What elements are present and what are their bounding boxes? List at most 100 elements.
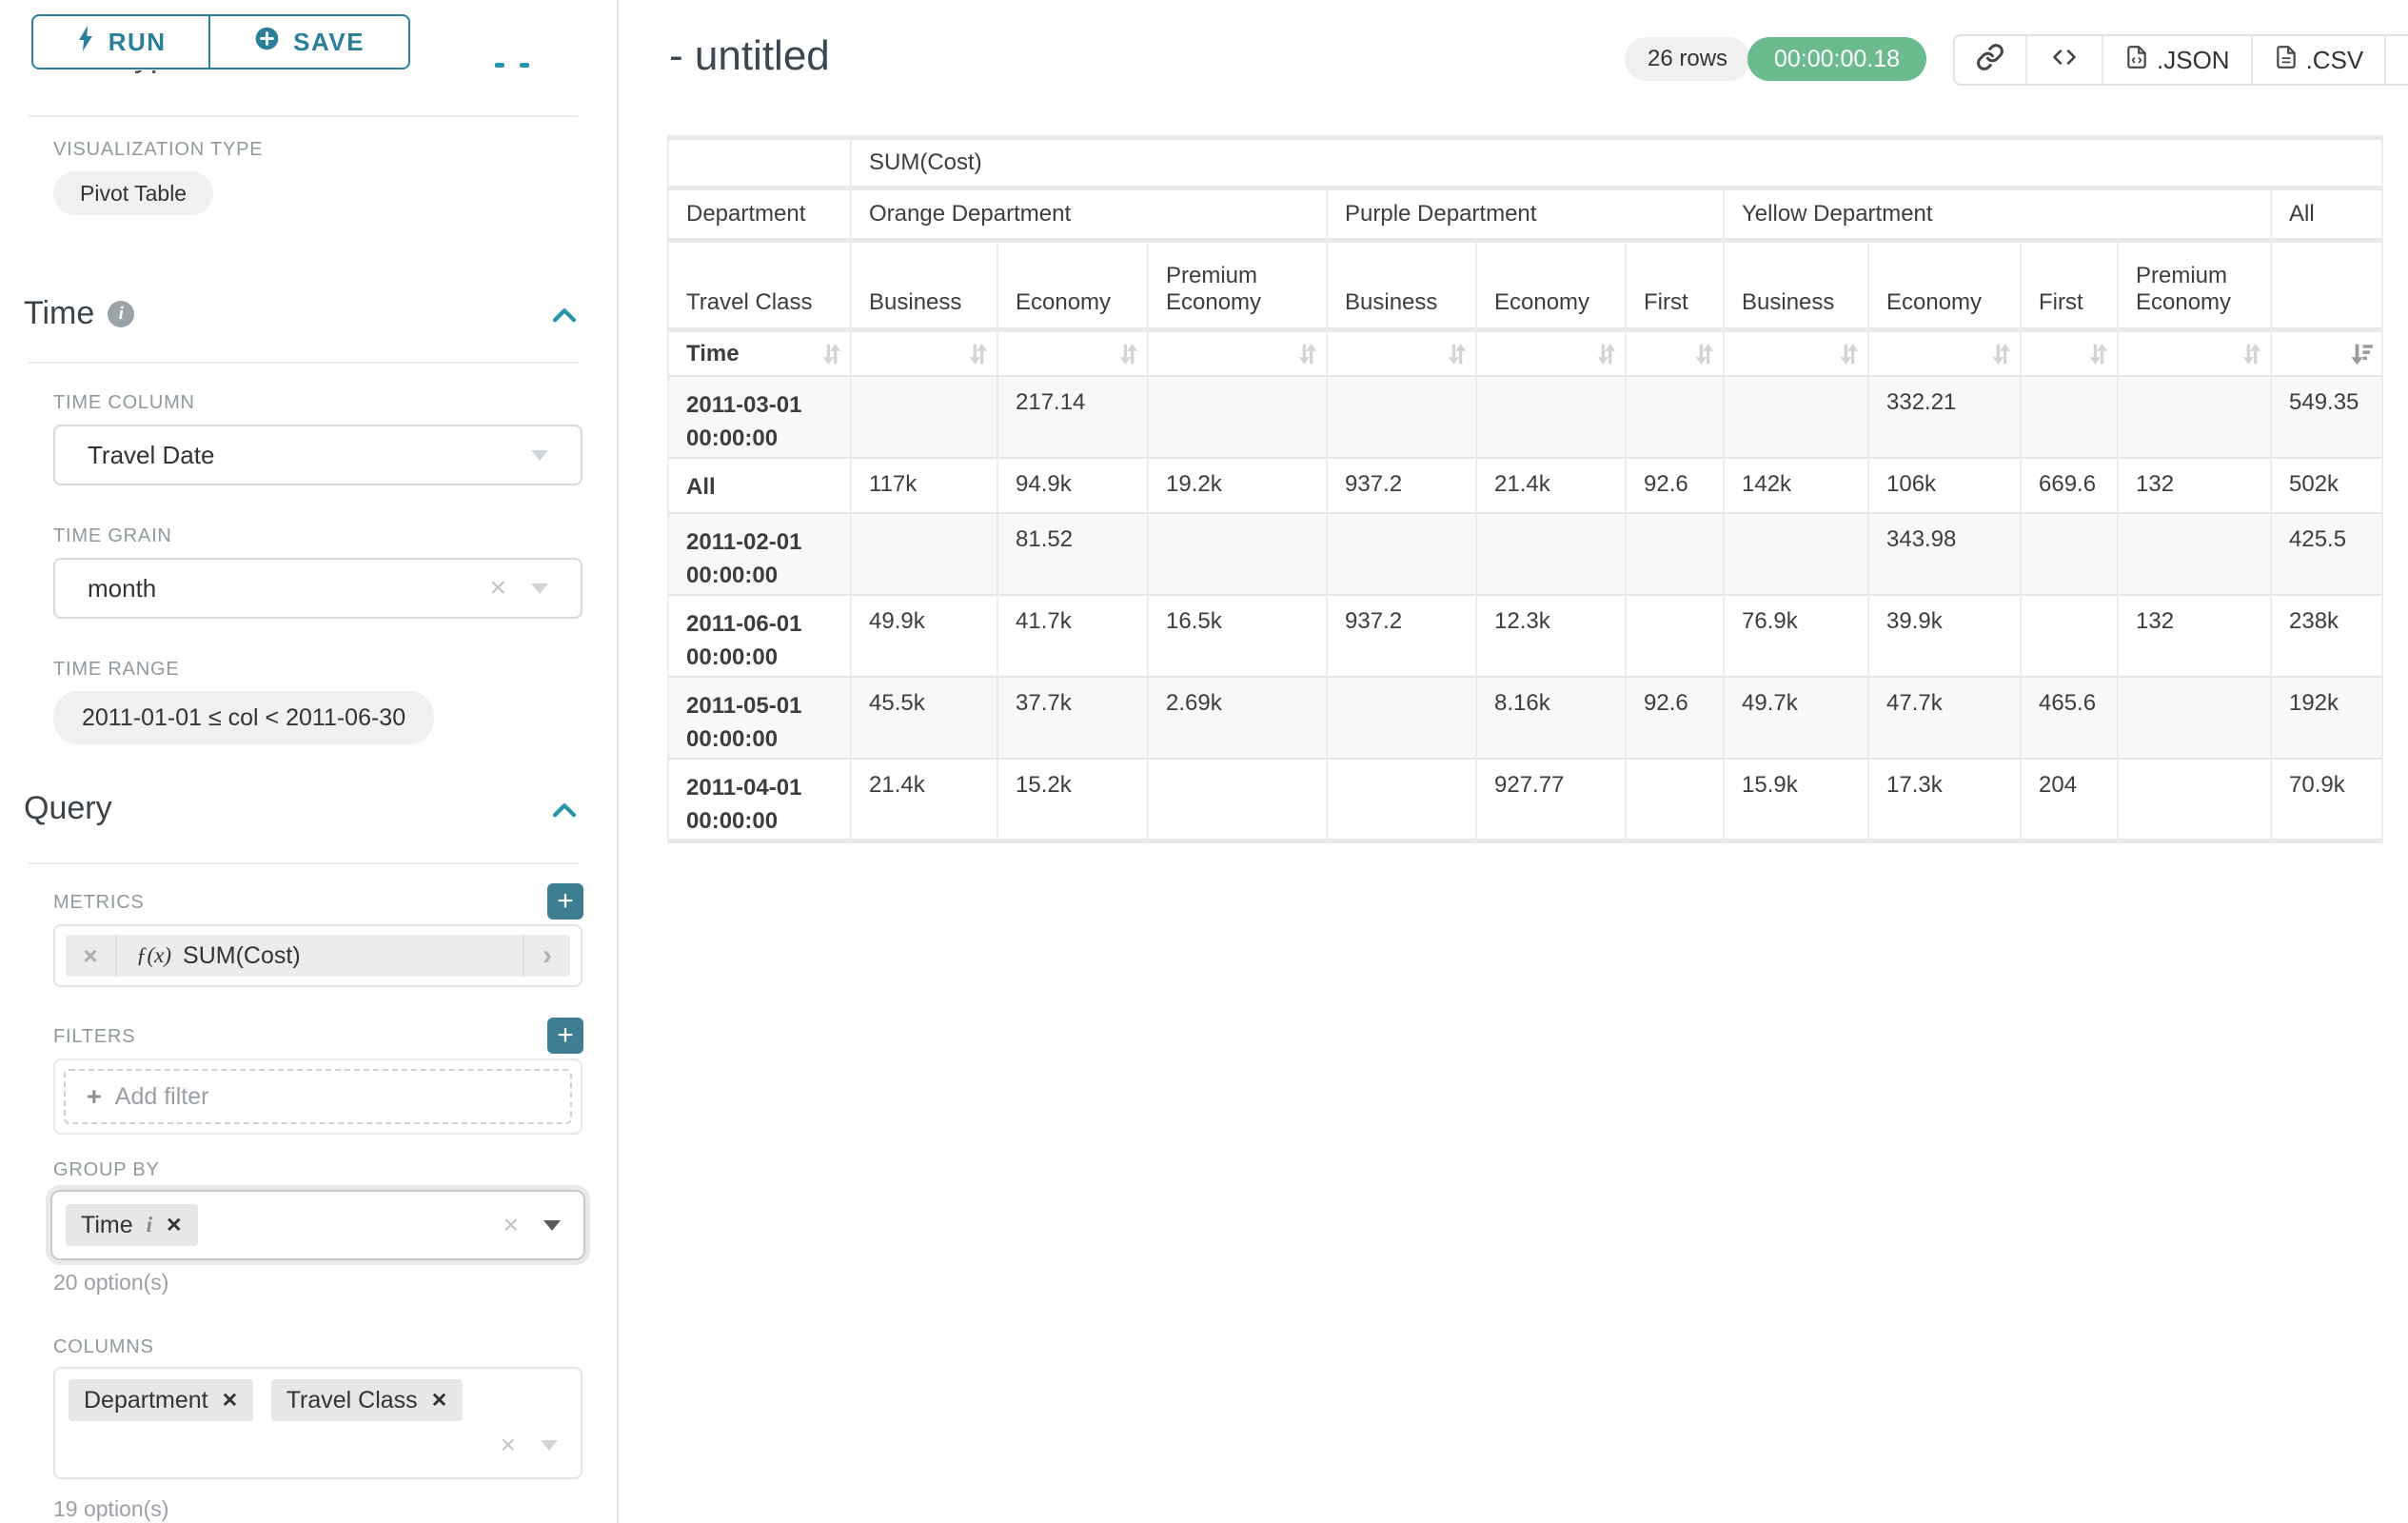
- sort-icon[interactable]: [1690, 340, 1718, 367]
- pivot-value-cell: 217.14: [998, 377, 1149, 459]
- pivot-value-cell: 15.2k: [998, 760, 1149, 843]
- pivot-value-cell: 204: [2022, 760, 2119, 843]
- chevron-right-icon[interactable]: ›: [523, 935, 570, 977]
- pivot-column-header: Economy: [1477, 243, 1627, 332]
- pivot-row-header: All: [667, 459, 852, 514]
- sort-icon[interactable]: [1835, 340, 1863, 367]
- pivot-row-header: 2011-05-01 00:00:00: [667, 678, 852, 760]
- pivot-value-cell: [1725, 514, 1869, 596]
- pivot-value-cell: [1725, 377, 1869, 459]
- filters-label: FILTERS: [53, 1026, 136, 1047]
- export-csv-button[interactable]: .CSV: [2253, 36, 2387, 84]
- remove-chip-icon[interactable]: ✕: [166, 1214, 183, 1236]
- sort-icon[interactable]: [1987, 340, 2015, 367]
- run-button[interactable]: RUN: [33, 16, 211, 68]
- clear-icon[interactable]: ×: [503, 1210, 519, 1239]
- group-by-label: GROUP BY: [53, 1159, 160, 1180]
- chevron-up-icon[interactable]: [550, 305, 579, 328]
- sort-icon[interactable]: [1592, 340, 1620, 367]
- pivot-value-cell: [852, 377, 998, 459]
- chart-title[interactable]: - untitled: [669, 32, 830, 79]
- pivot-value-cell: [2119, 377, 2272, 459]
- sort-icon[interactable]: [2084, 340, 2112, 367]
- pivot-value-cell: 17.3k: [1869, 760, 2022, 843]
- filters-container: + Add filter: [53, 1058, 582, 1135]
- sort-icon[interactable]: [2238, 340, 2265, 367]
- pivot-value-cell: 19.2k: [1149, 459, 1328, 514]
- columns-chip-department[interactable]: Department ✕: [69, 1379, 254, 1421]
- group-by-select[interactable]: Time i ✕ ×: [50, 1190, 585, 1260]
- function-icon: ƒ(x): [136, 943, 172, 967]
- chevron-up-icon[interactable]: [550, 800, 579, 823]
- pivot-column-header: Business: [1328, 243, 1477, 332]
- pivot-data-row: 2011-02-01 00:00:00 81.52 343.98 425.5: [667, 514, 2384, 596]
- sort-icon[interactable]: [818, 340, 845, 367]
- pivot-column-header: First: [2022, 243, 2119, 332]
- pivot-value-cell: [1149, 514, 1328, 596]
- pivot-value-cell: 937.2: [1328, 596, 1477, 678]
- info-icon[interactable]: i: [108, 300, 135, 327]
- columns-chip-travel-class[interactable]: Travel Class ✕: [270, 1379, 464, 1421]
- sort-icon[interactable]: [1443, 340, 1470, 367]
- pivot-value-cell: 332.21: [1869, 377, 2022, 459]
- clipped-icon-fragment: [520, 63, 529, 68]
- pivot-value-cell: [1477, 377, 1627, 459]
- pivot-metric-header: SUM(Cost): [852, 135, 2384, 190]
- add-filter-button[interactable]: +: [547, 1018, 583, 1054]
- time-range-pill[interactable]: 2011-01-01 ≤ col < 2011-06-30: [53, 691, 435, 744]
- visualization-type-pill[interactable]: Pivot Table: [53, 171, 214, 215]
- caret-down-icon[interactable]: [531, 449, 548, 461]
- pivot-row-header: 2011-02-01 00:00:00: [667, 514, 852, 596]
- menu-button[interactable]: [2386, 36, 2408, 84]
- pivot-value-cell: 927.77: [1477, 760, 1627, 843]
- remove-metric-icon[interactable]: ×: [66, 935, 117, 977]
- columns-select[interactable]: Department ✕ Travel Class ✕ ×: [53, 1367, 582, 1479]
- file-text-icon: [2274, 43, 2299, 78]
- pivot-column-header: Business: [852, 243, 998, 332]
- pivot-value-cell: 142k: [1725, 459, 1869, 514]
- remove-chip-icon[interactable]: ✕: [221, 1389, 239, 1412]
- pivot-sort-cell: [2119, 332, 2272, 377]
- time-column-label: TIME COLUMN: [53, 392, 195, 413]
- add-filter-dropzone[interactable]: + Add filter: [64, 1069, 572, 1124]
- metric-pill[interactable]: × ƒ(x) SUM(Cost) ›: [66, 935, 570, 977]
- pivot-value-cell: [1328, 678, 1477, 760]
- sort-desc-active-icon[interactable]: [2349, 340, 2377, 367]
- view-query-button[interactable]: [2027, 36, 2103, 84]
- copy-link-button[interactable]: [1955, 36, 2027, 84]
- pivot-value-cell: [2022, 514, 2119, 596]
- columns-label: COLUMNS: [53, 1336, 154, 1357]
- time-grain-label: TIME GRAIN: [53, 525, 172, 546]
- clear-icon[interactable]: ×: [500, 1430, 516, 1459]
- sort-icon[interactable]: [1115, 340, 1142, 367]
- time-column-select[interactable]: Travel Date: [53, 425, 582, 485]
- pivot-value-cell: 465.6: [2022, 678, 2119, 760]
- sort-icon[interactable]: [964, 340, 992, 367]
- pivot-value-cell: 94.9k: [998, 459, 1149, 514]
- remove-chip-icon[interactable]: ✕: [430, 1389, 448, 1412]
- save-button[interactable]: SAVE: [210, 16, 408, 68]
- clipped-icon-fragment: [495, 63, 504, 68]
- caret-down-icon[interactable]: [541, 1439, 558, 1451]
- section-divider: [29, 362, 578, 364]
- clear-icon[interactable]: ×: [489, 572, 506, 603]
- pivot-value-cell: [2119, 514, 2272, 596]
- pivot-axis-label: Department: [667, 190, 852, 243]
- pivot-column-header: Premium Economy: [2119, 243, 2272, 332]
- time-grain-select[interactable]: month ×: [53, 558, 582, 619]
- pivot-value-cell: [1328, 514, 1477, 596]
- pivot-row-header: 2011-03-01 00:00:00: [667, 377, 852, 459]
- sort-icon[interactable]: [1293, 340, 1321, 367]
- caret-down-icon[interactable]: [531, 583, 548, 594]
- pivot-value-cell: 549.35: [2272, 377, 2384, 459]
- pivot-data-row: 2011-03-01 00:00:00 217.14 332.21 549.35: [667, 377, 2384, 459]
- pivot-value-cell: [1328, 760, 1477, 843]
- caret-down-icon[interactable]: [543, 1219, 561, 1231]
- export-json-button[interactable]: .JSON: [2103, 36, 2253, 84]
- pivot-sort-cell: [1149, 332, 1328, 377]
- pivot-value-cell: [1149, 760, 1328, 843]
- group-by-chip-time[interactable]: Time i ✕: [66, 1204, 198, 1246]
- pivot-value-cell: 76.9k: [1725, 596, 1869, 678]
- add-metric-button[interactable]: +: [547, 883, 583, 920]
- pivot-axis-label: Travel Class: [667, 243, 852, 332]
